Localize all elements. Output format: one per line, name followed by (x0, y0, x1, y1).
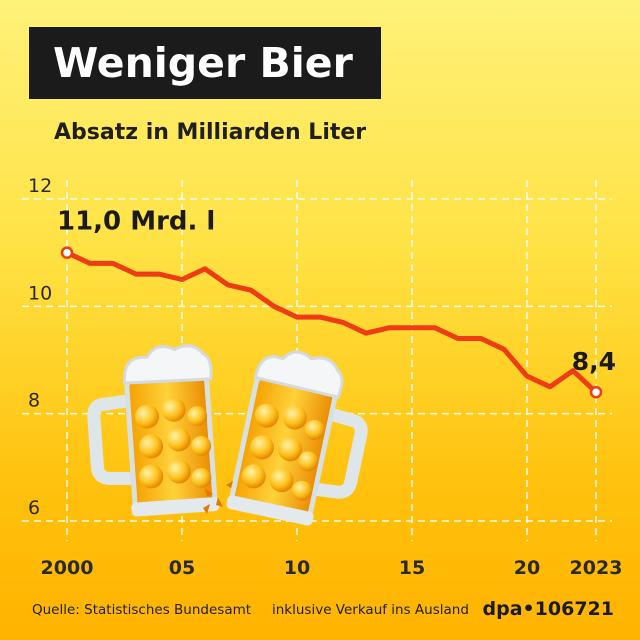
data-points (60, 246, 603, 399)
right-beer-mug-icon (226, 350, 368, 526)
series-line (64, 250, 599, 395)
y-tick-label: 12 (28, 175, 52, 197)
splash-icon (203, 481, 233, 514)
footnote: inklusive Verkauf ins Ausland (272, 602, 469, 618)
x-tick-label: 10 (284, 557, 310, 579)
source-note: Quelle: Statistisches Bundesamt (32, 602, 252, 618)
x-tick-label: 2023 (570, 557, 623, 579)
x-tick-label: 20 (514, 557, 540, 579)
x-axis-ticks: 2000 05 10 15 20 2023 (41, 557, 623, 579)
left-beer-mug-icon (87, 344, 220, 517)
x-tick-label: 15 (399, 557, 425, 579)
annotation-label: 8,4 (572, 347, 616, 376)
annotations: 11,0 Mrd. l 8,4 (57, 207, 616, 377)
annotation-label: 11,0 Mrd. l (57, 207, 215, 237)
x-tick-label: 2000 (41, 557, 94, 579)
dpa-brand: dpa•106721 (482, 598, 615, 620)
x-tick-label: 05 (169, 557, 195, 579)
beer-mugs-illustration (87, 344, 368, 526)
chart-title-box: Weniger Bier (29, 27, 381, 99)
y-tick-label: 10 (28, 282, 52, 304)
data-point-endpoint (589, 385, 603, 399)
y-tick-label: 6 (28, 497, 40, 519)
data-point-endpoint (60, 246, 74, 259)
chart-subtitle: Absatz in Milliarden Liter (54, 120, 367, 145)
y-axis-ticks: 6 8 10 12 (28, 175, 52, 519)
chart-title: Weniger Bier (53, 39, 353, 87)
y-tick-label: 8 (28, 390, 40, 412)
